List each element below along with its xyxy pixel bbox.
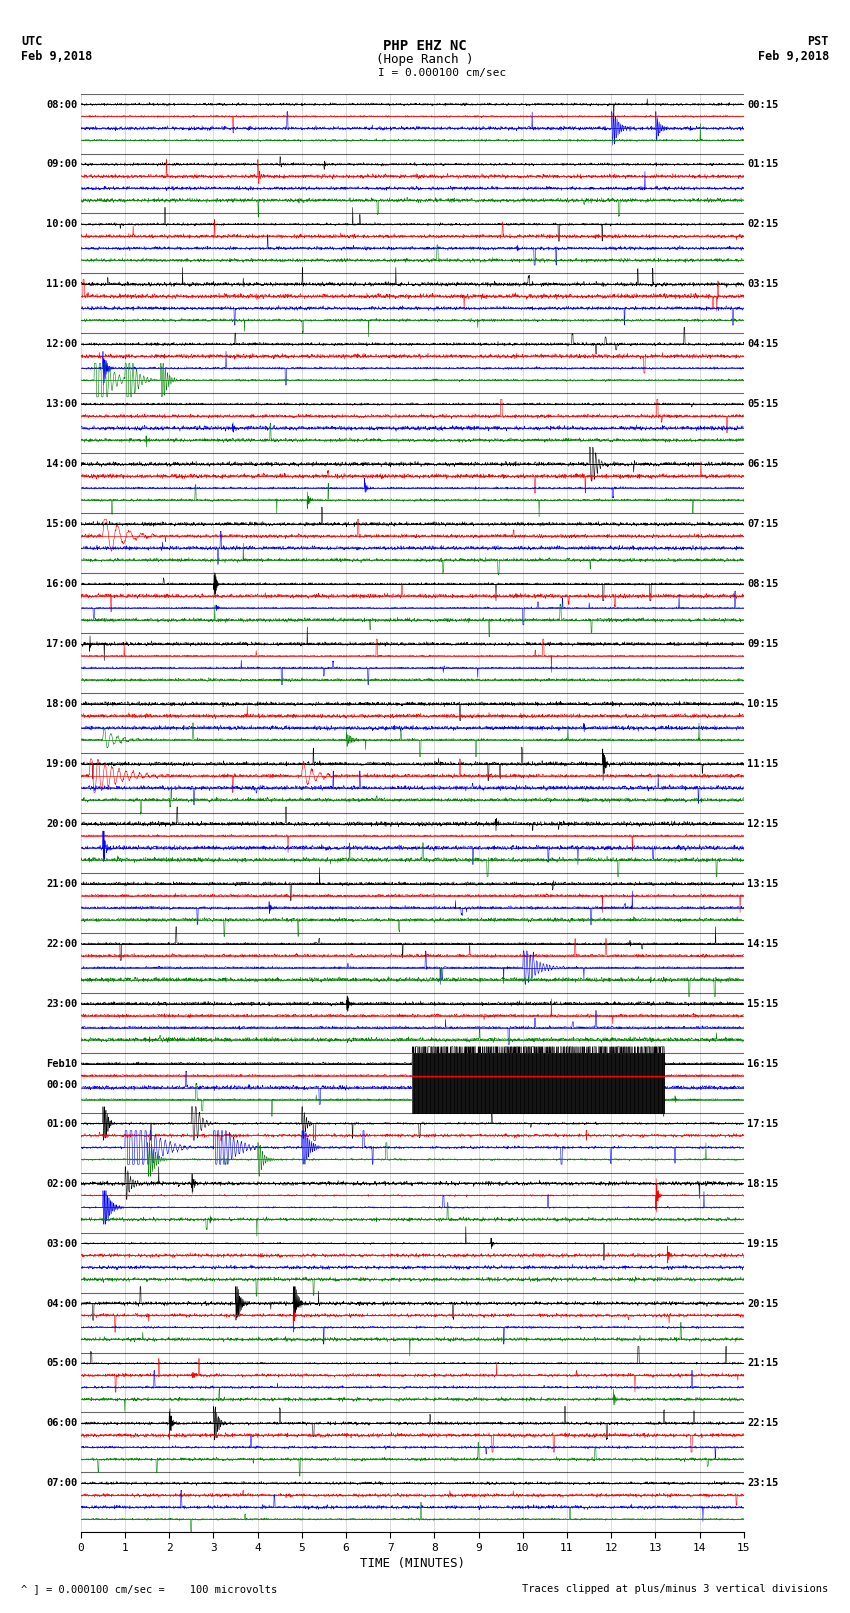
- Text: 15:15: 15:15: [747, 998, 779, 1008]
- Text: 00:00: 00:00: [46, 1079, 77, 1090]
- Text: 19:15: 19:15: [747, 1239, 779, 1248]
- Text: 18:15: 18:15: [747, 1179, 779, 1189]
- Text: 11:00: 11:00: [46, 279, 77, 289]
- Text: 22:15: 22:15: [747, 1418, 779, 1429]
- Text: 05:15: 05:15: [747, 400, 779, 410]
- Bar: [412, 1053, 664, 1113]
- Text: 23:00: 23:00: [46, 998, 77, 1008]
- Text: 19:00: 19:00: [46, 760, 77, 769]
- Text: 22:00: 22:00: [46, 939, 77, 948]
- Text: 14:00: 14:00: [46, 460, 77, 469]
- Text: 03:15: 03:15: [747, 279, 779, 289]
- Text: 13:15: 13:15: [747, 879, 779, 889]
- Text: 06:00: 06:00: [46, 1418, 77, 1429]
- X-axis label: TIME (MINUTES): TIME (MINUTES): [360, 1557, 465, 1569]
- Text: 01:15: 01:15: [747, 160, 779, 169]
- Text: PHP EHZ NC: PHP EHZ NC: [383, 39, 467, 53]
- Text: 00:15: 00:15: [747, 100, 779, 110]
- Text: 08:15: 08:15: [747, 579, 779, 589]
- Text: 05:00: 05:00: [46, 1358, 77, 1368]
- Text: 17:15: 17:15: [747, 1119, 779, 1129]
- Text: 11:15: 11:15: [747, 760, 779, 769]
- Text: Feb 9,2018: Feb 9,2018: [757, 50, 829, 63]
- Text: 21:00: 21:00: [46, 879, 77, 889]
- Text: 04:00: 04:00: [46, 1298, 77, 1308]
- Text: 23:15: 23:15: [747, 1479, 779, 1489]
- Text: 07:15: 07:15: [747, 519, 779, 529]
- Text: 12:15: 12:15: [747, 819, 779, 829]
- Text: 07:00: 07:00: [46, 1479, 77, 1489]
- Text: 20:15: 20:15: [747, 1298, 779, 1308]
- Text: 04:15: 04:15: [747, 339, 779, 350]
- Text: 09:00: 09:00: [46, 160, 77, 169]
- Text: 08:00: 08:00: [46, 100, 77, 110]
- Text: 01:00: 01:00: [46, 1119, 77, 1129]
- Text: 03:00: 03:00: [46, 1239, 77, 1248]
- Text: 10:15: 10:15: [747, 698, 779, 710]
- Text: 02:00: 02:00: [46, 1179, 77, 1189]
- Text: 15:00: 15:00: [46, 519, 77, 529]
- Text: (Hope Ranch ): (Hope Ranch ): [377, 53, 473, 66]
- Text: 09:15: 09:15: [747, 639, 779, 648]
- Text: 16:00: 16:00: [46, 579, 77, 589]
- Text: Feb 9,2018: Feb 9,2018: [21, 50, 93, 63]
- Text: I = 0.000100 cm/sec: I = 0.000100 cm/sec: [378, 68, 507, 77]
- Text: 06:15: 06:15: [747, 460, 779, 469]
- Text: ^ ] = 0.000100 cm/sec =    100 microvolts: ^ ] = 0.000100 cm/sec = 100 microvolts: [21, 1584, 277, 1594]
- Text: 10:00: 10:00: [46, 219, 77, 229]
- Text: 13:00: 13:00: [46, 400, 77, 410]
- Text: 21:15: 21:15: [747, 1358, 779, 1368]
- Text: 14:15: 14:15: [747, 939, 779, 948]
- Text: 18:00: 18:00: [46, 698, 77, 710]
- Text: 20:00: 20:00: [46, 819, 77, 829]
- Text: 16:15: 16:15: [747, 1058, 779, 1069]
- Text: UTC: UTC: [21, 35, 42, 48]
- Text: 17:00: 17:00: [46, 639, 77, 648]
- Text: Traces clipped at plus/minus 3 vertical divisions: Traces clipped at plus/minus 3 vertical …: [523, 1584, 829, 1594]
- Text: 02:15: 02:15: [747, 219, 779, 229]
- Text: Feb10: Feb10: [46, 1058, 77, 1069]
- Text: PST: PST: [808, 35, 829, 48]
- Text: 12:00: 12:00: [46, 339, 77, 350]
